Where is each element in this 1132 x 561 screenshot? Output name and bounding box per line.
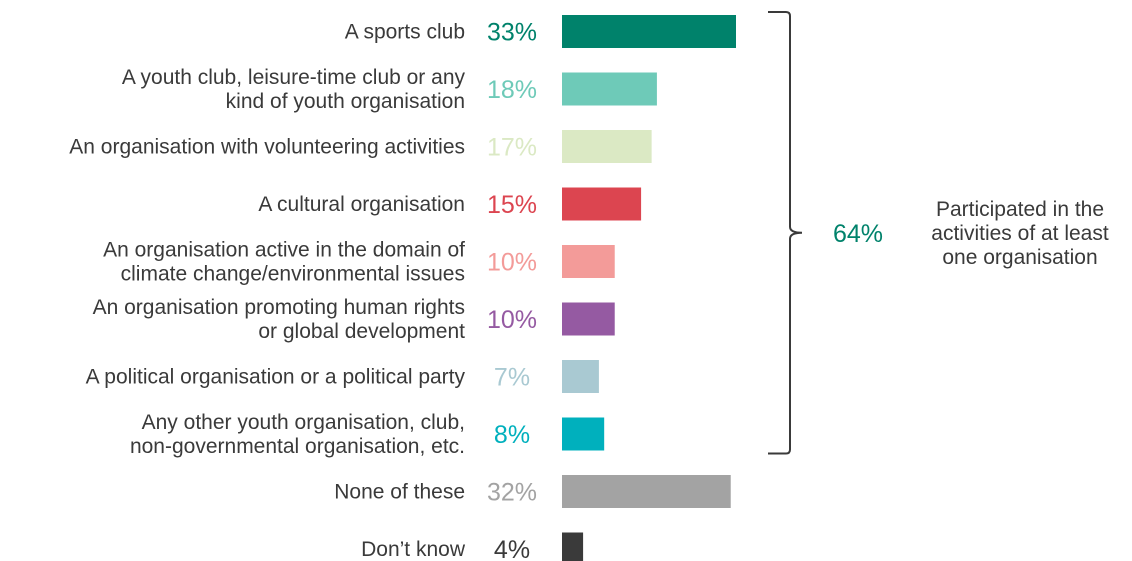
bar-value-label: 4% [494,536,530,561]
summary-description-line: Participated in the [936,198,1104,221]
summary-description-line: one organisation [942,246,1097,269]
category-label-line: An organisation active in the domain of [103,239,465,262]
bar [562,72,657,106]
category-label: A sports club [345,21,465,44]
bar [562,475,731,508]
bar-rows: 33% A sports club 18% A youth club, leisure… [69,15,736,561]
bar [562,417,605,451]
category-label-line: or global development [258,320,465,343]
bar [562,532,584,561]
category-label: An organisation active in the domain of c… [103,239,465,286]
category-label-line: kind of youth organisation [226,90,465,113]
category-label-line: Don’t know [361,538,466,561]
category-label-line: A sports club [345,21,465,44]
bar-value-label: 8% [494,421,530,449]
bar [562,187,642,221]
category-label-line: non-governmental organisation, etc. [130,435,465,458]
bar-value-label: 33% [487,19,537,47]
bar-value-label: 17% [487,134,537,162]
category-label: An organisation with volunteering activi… [69,136,465,159]
bar-value-label: 7% [494,364,530,392]
summary-description: Participated in the activities of at leas… [931,198,1109,269]
bar-value-label: 10% [487,306,537,334]
category-label-line: A cultural organisation [258,193,465,216]
bar-value-label: 10% [487,249,537,277]
category-label-line: An organisation with volunteering activi… [69,136,465,159]
category-label-line: A youth club, leisure-time club or any [122,66,466,89]
summary-value-label: 64% [833,220,883,248]
category-label: Don’t know [361,538,466,561]
bar [562,130,652,163]
summary-description-line: activities of at least [931,222,1109,245]
category-label-line: A political organisation or a political … [86,366,466,389]
bar [562,360,599,393]
bar-value-label: 32% [487,479,537,507]
category-label: A political organisation or a political … [86,366,466,389]
bar-value-label: 18% [487,76,537,104]
category-label-line: climate change/environmental issues [121,263,465,286]
summary-bracket [768,11,803,455]
bar [562,245,615,278]
category-label-line: Any other youth organisation, club, [142,411,465,434]
category-label: A youth club, leisure-time club or any ki… [122,66,466,113]
category-label: Any other youth organisation, club, non-g… [130,411,465,458]
category-label: None of these [334,481,465,504]
category-label-line: None of these [334,481,465,504]
category-label-line: An organisation promoting human rights [93,296,465,319]
category-label: An organisation promoting human rights or… [93,296,466,343]
bar [562,302,615,336]
bar [562,15,736,48]
bar-value-label: 15% [487,191,537,219]
category-label: A cultural organisation [258,193,465,216]
